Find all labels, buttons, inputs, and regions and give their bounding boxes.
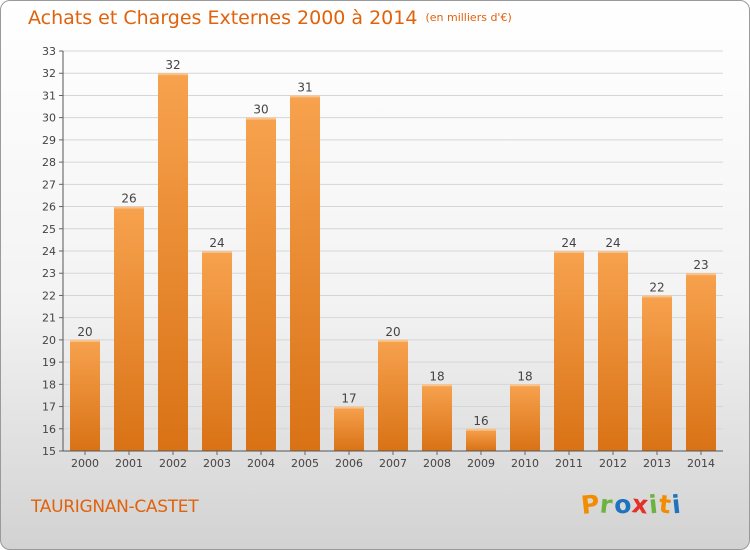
y-tick-label: 27 bbox=[42, 178, 56, 191]
x-tick-label: 2008 bbox=[423, 457, 451, 470]
y-tick-label: 24 bbox=[42, 245, 56, 258]
x-tick-label: 2006 bbox=[335, 457, 363, 470]
bar-2014 bbox=[686, 273, 716, 451]
data-label: 24 bbox=[209, 236, 224, 250]
bar-top-highlight bbox=[466, 428, 496, 431]
commune-name: TAURIGNAN-CASTET bbox=[31, 497, 199, 517]
bar-2000 bbox=[70, 339, 100, 451]
bar-2012 bbox=[598, 251, 628, 451]
x-tick-label: 2014 bbox=[687, 457, 715, 470]
bar-top-highlight bbox=[554, 251, 584, 253]
bar-2010 bbox=[510, 384, 540, 451]
bar-top-highlight bbox=[202, 251, 232, 253]
bar-top-highlight bbox=[686, 273, 716, 276]
bar-top-highlight bbox=[422, 384, 452, 387]
data-label: 23 bbox=[693, 258, 708, 272]
data-label: 22 bbox=[649, 280, 664, 294]
x-tick-label: 2009 bbox=[467, 457, 495, 470]
y-tick-label: 31 bbox=[42, 89, 56, 102]
y-tick-label: 19 bbox=[42, 356, 56, 369]
bar-top-highlight bbox=[598, 251, 628, 253]
x-tick-label: 2001 bbox=[115, 457, 143, 470]
x-tick-label: 2004 bbox=[247, 457, 275, 470]
x-tick-label: 2000 bbox=[71, 457, 99, 470]
bar-top-highlight bbox=[510, 384, 540, 387]
bar-2007 bbox=[378, 339, 408, 451]
bar-2009 bbox=[466, 428, 496, 451]
bar-top-highlight bbox=[334, 406, 364, 409]
bar-top-highlight bbox=[246, 117, 276, 120]
data-label: 18 bbox=[429, 369, 444, 383]
y-tick-label: 17 bbox=[42, 401, 56, 414]
axes: 15 16 17 18 19 20 21 22 23 24 25 26 27 28 29 30 31 32 33 20… bbox=[42, 45, 723, 470]
chart-title-text: Achats et Charges Externes 2000 à 2014 bbox=[28, 7, 418, 29]
bar-2013 bbox=[642, 295, 672, 451]
bar-2006 bbox=[334, 406, 364, 451]
bar-2004 bbox=[246, 117, 276, 452]
bar-top-highlight bbox=[642, 295, 672, 298]
y-tick-label: 32 bbox=[42, 67, 56, 80]
y-tick-label: 21 bbox=[42, 312, 56, 325]
data-label: 30 bbox=[253, 103, 268, 117]
data-label: 20 bbox=[385, 325, 400, 339]
data-label: 18 bbox=[517, 369, 532, 383]
y-tick-label: 16 bbox=[42, 423, 56, 436]
x-tick-label: 2002 bbox=[159, 457, 187, 470]
bar-2003 bbox=[202, 251, 232, 451]
x-tick-label: 2007 bbox=[379, 457, 407, 470]
data-label: 24 bbox=[561, 236, 576, 250]
data-label: 31 bbox=[297, 80, 312, 94]
data-label: 17 bbox=[341, 392, 356, 406]
logo-letter: i bbox=[670, 489, 683, 520]
x-tick-label: 2011 bbox=[555, 457, 583, 470]
bar-top-highlight bbox=[378, 339, 408, 342]
data-label: 26 bbox=[121, 192, 136, 206]
y-tick-label: 18 bbox=[42, 378, 56, 391]
y-tick-label: 15 bbox=[42, 445, 56, 458]
y-tick-label: 25 bbox=[42, 223, 56, 236]
data-label: 24 bbox=[605, 236, 620, 250]
bar-2008 bbox=[422, 384, 452, 451]
data-label: 20 bbox=[77, 325, 92, 339]
chart-unit: (en milliers d'€) bbox=[425, 11, 512, 24]
y-tick-label: 28 bbox=[42, 156, 56, 169]
bar-top-highlight bbox=[158, 73, 188, 76]
bar-2002 bbox=[158, 73, 188, 451]
bar-top-highlight bbox=[114, 206, 144, 209]
y-tick-label: 33 bbox=[42, 45, 56, 58]
y-tick-label: 30 bbox=[42, 112, 56, 125]
bars: 20 26 32 24 30 31 17 20 18 16 18 24 24 22 23 bbox=[70, 58, 716, 452]
bar-2005 bbox=[290, 95, 320, 451]
x-tick-label: 2005 bbox=[291, 457, 319, 470]
data-label: 16 bbox=[473, 414, 488, 428]
y-tick-label: 26 bbox=[42, 201, 56, 214]
chart-title: Achats et Charges Externes 2000 à 2014 (e… bbox=[28, 7, 512, 29]
data-label: 32 bbox=[165, 58, 180, 72]
y-tick-label: 22 bbox=[42, 289, 56, 302]
bar-2011 bbox=[554, 251, 584, 451]
y-tick-label: 20 bbox=[42, 334, 56, 347]
y-tick-label: 23 bbox=[42, 267, 56, 280]
x-tick-label: 2003 bbox=[203, 457, 231, 470]
y-tick-label: 29 bbox=[42, 134, 56, 147]
bar-top-highlight bbox=[290, 95, 320, 98]
bar-2001 bbox=[114, 206, 144, 451]
x-tick-label: 2012 bbox=[599, 457, 627, 470]
x-tick-label: 2010 bbox=[511, 457, 539, 470]
bar-top-highlight bbox=[70, 339, 100, 342]
proxiti-logo[interactable]: Proxiti bbox=[580, 489, 683, 520]
x-tick-label: 2013 bbox=[643, 457, 671, 470]
